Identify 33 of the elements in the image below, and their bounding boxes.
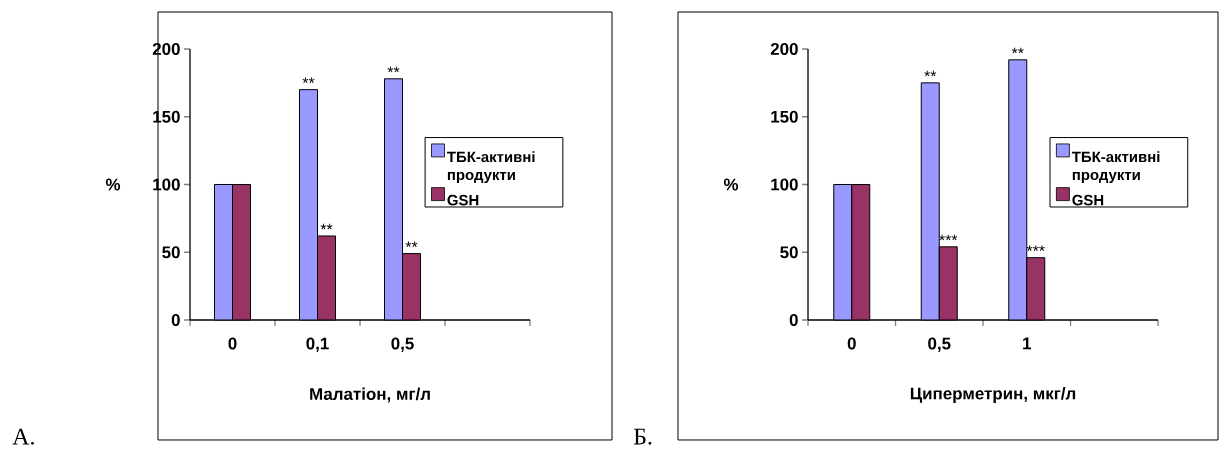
y-tick-label: 100 bbox=[771, 178, 798, 191]
y-tick-label: 150 bbox=[771, 110, 798, 123]
legend-label: ТБК-активні продукти bbox=[1071, 151, 1160, 184]
x-tick-label: 1 bbox=[1023, 337, 1032, 350]
y-axis-title: % bbox=[723, 178, 739, 191]
y-tick-label: 200 bbox=[770, 42, 798, 55]
x-tick-label: 0 bbox=[228, 337, 237, 350]
annotation: ** bbox=[320, 223, 333, 230]
legend-label: ТБК-активні продукти bbox=[447, 151, 535, 184]
y-tick-label: 200 bbox=[152, 42, 180, 55]
text: А. bbox=[12, 428, 34, 445]
y-axis-title: % bbox=[105, 178, 121, 191]
annotation: *** bbox=[1026, 245, 1045, 252]
x-tick-label: 0 bbox=[847, 337, 856, 350]
x-axis-title: Малатіон, мг/л bbox=[310, 387, 430, 403]
y-tick-label: 0 bbox=[171, 313, 180, 326]
x-tick-label: 0,5 bbox=[391, 337, 414, 352]
y-tick-label: 50 bbox=[780, 246, 798, 259]
annotation: ** bbox=[405, 241, 418, 248]
text: Б. bbox=[633, 428, 652, 445]
annotation: ** bbox=[1011, 47, 1024, 54]
legend-label: GSH bbox=[1072, 194, 1104, 206]
annotation: ** bbox=[302, 77, 315, 84]
annotation: ** bbox=[387, 66, 400, 73]
legend-label: GSH bbox=[447, 194, 479, 206]
annotation: ** bbox=[924, 70, 937, 77]
y-tick-label: 50 bbox=[162, 246, 180, 259]
y-tick-label: 0 bbox=[789, 313, 798, 326]
y-tick-label: 150 bbox=[153, 110, 180, 123]
x-axis-title: Циперметрин, мкг/л bbox=[910, 387, 1076, 403]
x-tick-label: 0,1 bbox=[306, 337, 329, 352]
y-tick-label: 100 bbox=[153, 178, 180, 191]
x-tick-label: 0,5 bbox=[928, 337, 951, 352]
